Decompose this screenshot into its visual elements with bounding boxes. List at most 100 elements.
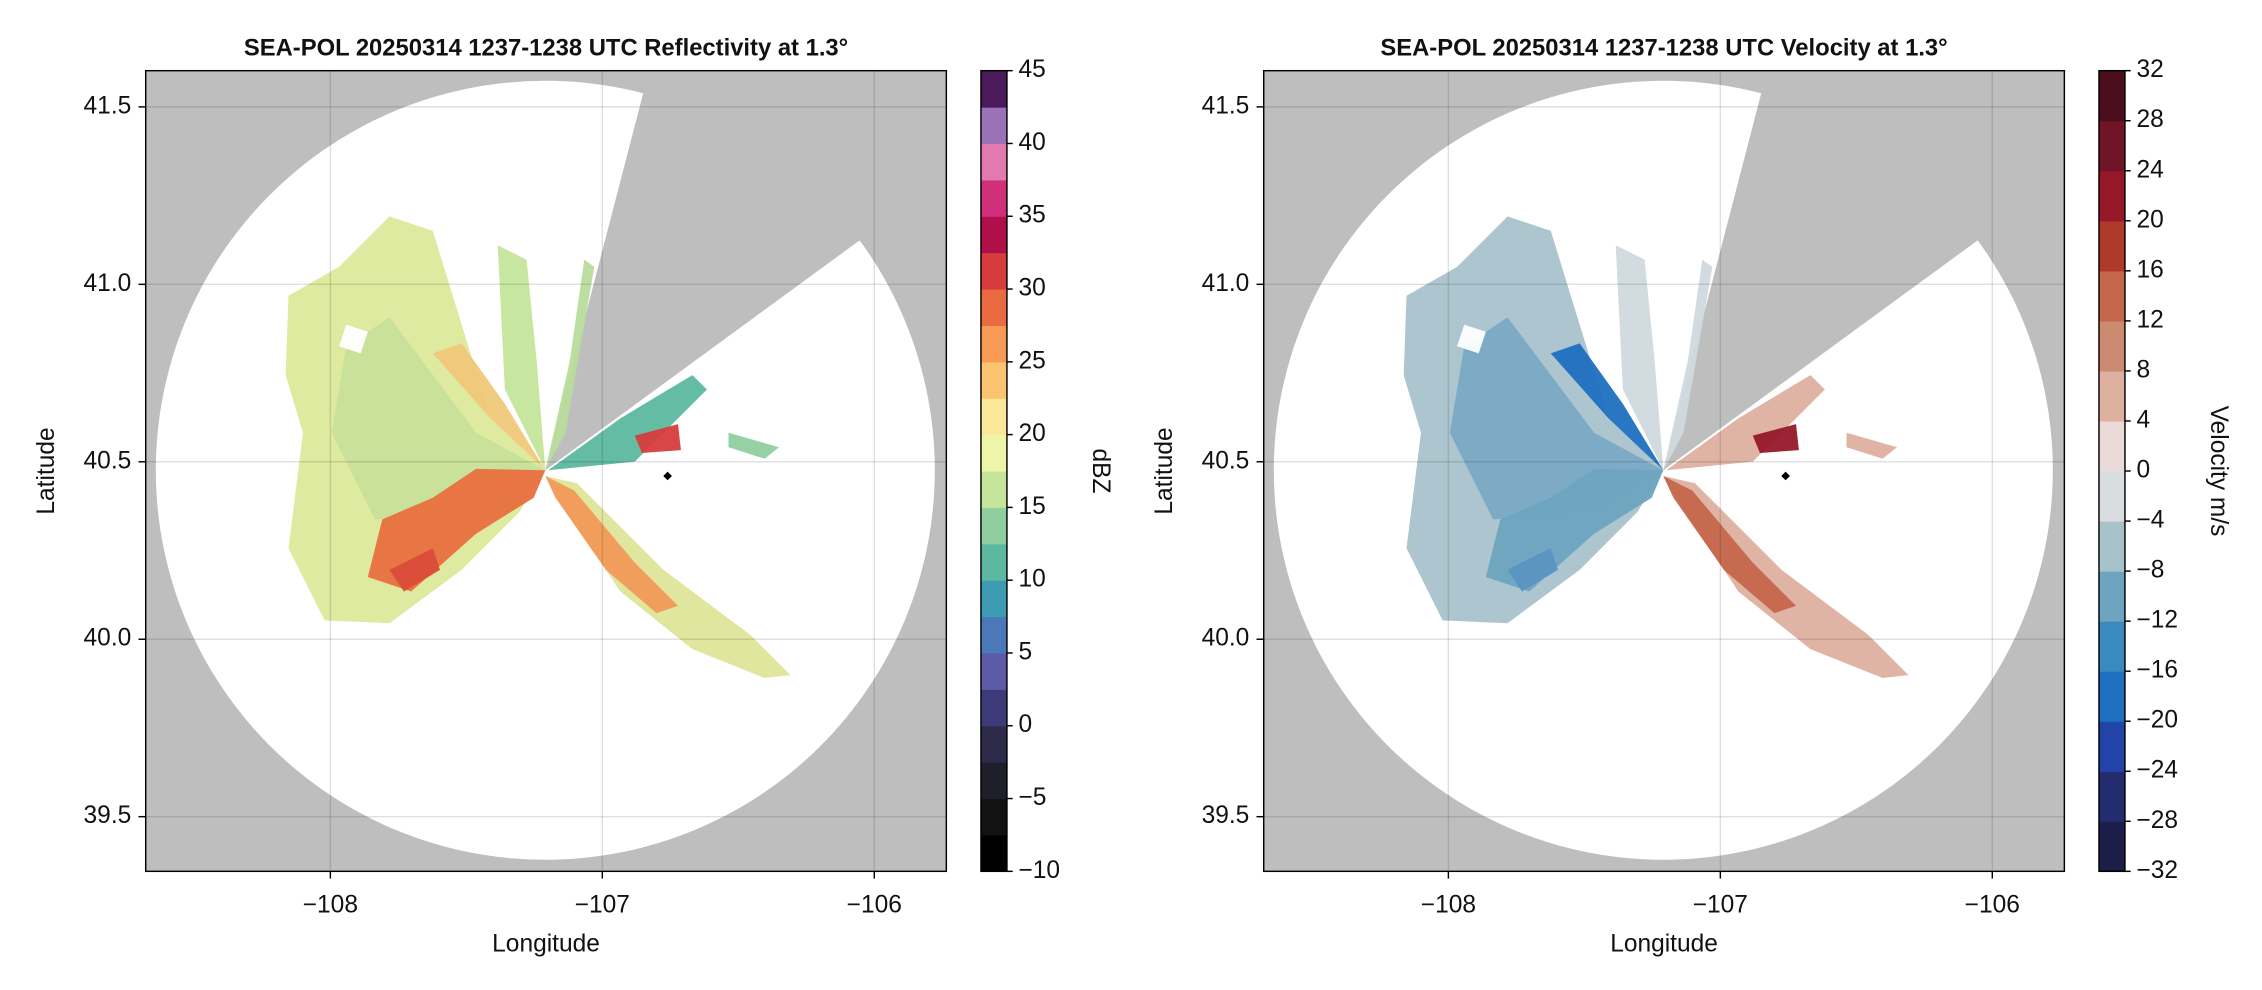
echo-region — [1615, 245, 1664, 471]
x-axis-label: Longitude — [1610, 930, 1718, 957]
blocked-sector — [545, 70, 947, 471]
colorbar-band — [980, 689, 1007, 727]
colorbar-tick-label: 35 — [1018, 202, 1045, 229]
colorbar-band — [980, 361, 1007, 399]
echo-region — [331, 317, 546, 520]
colorbar-tick-label: 24 — [2136, 156, 2163, 183]
colorbar-tick-label: −32 — [2136, 857, 2178, 884]
colorbar-label: dBZ — [1087, 449, 1114, 494]
echo-region — [1663, 476, 1909, 679]
colorbar-band — [980, 70, 1007, 108]
echo-region — [634, 424, 681, 453]
panel: −108 −107 −106 39.5 40.0 40.5 41.0 41.5 SEA-POL … — [1151, 34, 2232, 957]
colorbar-band — [980, 398, 1007, 436]
y-axis-label: Latitude — [1151, 427, 1178, 514]
y-tick-label: 41.5 — [84, 92, 132, 119]
colorbar-band — [2098, 70, 2125, 122]
colorbar-tick-label: 30 — [1018, 275, 1045, 302]
colorbar-tick-label: 8 — [2136, 356, 2150, 383]
echo-region — [548, 375, 707, 471]
echo-region — [389, 548, 440, 592]
colorbar-band — [980, 289, 1007, 327]
x-tick-label: −108 — [303, 891, 358, 918]
radar-field — [1263, 70, 2065, 872]
radar-site-marker — [1781, 471, 1790, 481]
colorbar-band — [980, 762, 1007, 800]
colorbar-band — [2098, 170, 2125, 222]
y-tick-label: 39.5 — [84, 802, 132, 829]
echo-region — [497, 245, 546, 471]
colorbar-band — [980, 143, 1007, 181]
chart-title: SEA-POL 20250314 1237-1238 UTC Reflectiv… — [244, 34, 848, 61]
colorbar-band — [980, 616, 1007, 654]
x-tick-label: −107 — [1693, 891, 1748, 918]
colorbar-band — [980, 216, 1007, 254]
echo-region — [545, 259, 595, 471]
colorbar-frame — [980, 69, 1008, 873]
echo-region — [1663, 476, 1797, 614]
colorbar-tick-label: 15 — [1018, 493, 1045, 520]
colorbar-tick-label: 40 — [1018, 129, 1045, 156]
colorbar-band — [2098, 420, 2125, 472]
colorbar-label: Velocity m/s — [2205, 406, 2232, 537]
blocked-sector — [1663, 70, 2065, 471]
panel: −108 −107 −106 39.5 40.0 40.5 41.0 41.5 SEA-POL … — [33, 34, 1114, 957]
colorbar-band — [980, 471, 1007, 508]
colorbar-tick-label: 32 — [2136, 56, 2163, 83]
colorbar-band — [2098, 120, 2125, 172]
echo-region — [545, 476, 791, 679]
colorbar-band — [2098, 671, 2125, 722]
colorbar-tick-label: −10 — [1018, 857, 1060, 884]
colorbar-tick-label: 20 — [2136, 206, 2163, 233]
echo-region — [1663, 259, 1713, 471]
colorbar-band — [980, 179, 1007, 217]
axes-frame — [1262, 69, 2066, 873]
colorbar-band — [980, 834, 1007, 872]
echo-region — [545, 476, 679, 614]
axes-frame — [144, 69, 948, 873]
echo-region — [1846, 432, 1898, 459]
colorbar-band — [2098, 370, 2125, 422]
colorbar-band — [980, 252, 1007, 290]
colorbar-band — [2098, 521, 2125, 572]
colorbar-tick-label: −5 — [1018, 784, 1046, 811]
colorbar-tick-label: 4 — [2136, 406, 2150, 433]
echo-region — [1457, 324, 1486, 354]
echo-region — [1449, 317, 1664, 520]
echo-region — [339, 324, 368, 354]
x-tick-label: −106 — [1965, 891, 2020, 918]
x-axis-label: Longitude — [492, 930, 600, 957]
colorbar-band — [2098, 320, 2125, 372]
colorbar-tick-label: −24 — [2136, 757, 2178, 784]
colorbar-band — [980, 325, 1007, 363]
colorbar-band — [2098, 571, 2125, 622]
echo-region — [1550, 343, 1664, 471]
colorbar-tick-label: −20 — [2136, 707, 2178, 734]
y-tick-label: 40.5 — [84, 447, 132, 474]
y-tick-label: 41.5 — [1202, 92, 1250, 119]
radar-field — [145, 70, 947, 872]
colorbar-tick-label: 0 — [2136, 456, 2150, 483]
colorbar-band — [2098, 621, 2125, 672]
y-tick-label: 41.0 — [84, 270, 132, 297]
y-tick-label: 40.0 — [1202, 625, 1250, 652]
x-tick-label: −106 — [847, 891, 902, 918]
radar-site-marker — [663, 471, 672, 481]
colorbar-band — [980, 798, 1007, 836]
x-tick-label: −108 — [1421, 891, 1476, 918]
colorbar-tick-label: 45 — [1018, 56, 1045, 83]
colorbar-tick-label: 28 — [2136, 106, 2163, 133]
colorbar-band — [980, 580, 1007, 618]
colorbar-tick-label: 25 — [1018, 347, 1045, 374]
echo-region — [1752, 424, 1799, 453]
colorbar-tick-label: −16 — [2136, 657, 2178, 684]
y-axis-label: Latitude — [33, 427, 60, 514]
colorbar-tick-label: 12 — [2136, 306, 2163, 333]
colorbar-tick-label: 16 — [2136, 256, 2163, 283]
colorbar-tick-label: −28 — [2136, 807, 2178, 834]
colorbar-band — [2098, 220, 2125, 272]
colorbar-band — [2098, 471, 2125, 522]
colorbar-band — [980, 543, 1007, 581]
colorbar-band — [980, 652, 1007, 690]
